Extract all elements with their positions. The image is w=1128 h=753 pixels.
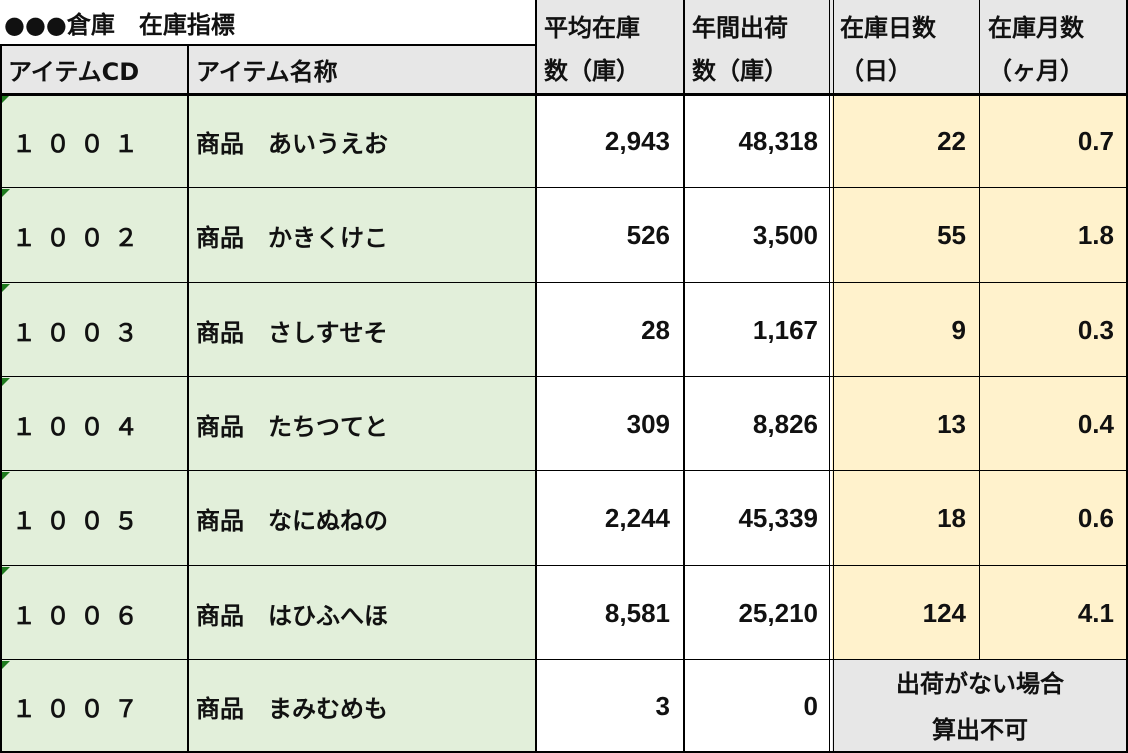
table-row-2-stock-days[interactable]: 55 <box>832 188 980 283</box>
header-item-code-label: アイテムCD <box>8 58 140 86</box>
table-row-5-name[interactable]: 商品 なにぬねの <box>188 471 536 566</box>
grid-line <box>833 0 834 753</box>
table-row-7-name[interactable]: 商品 まみむめも <box>188 660 536 753</box>
grid-line <box>979 0 980 660</box>
header-stock-days[interactable]: 在庫日数 （日） <box>832 0 980 94</box>
grid-line <box>0 44 536 46</box>
table-row-4-stock-months[interactable]: 0.4 <box>980 377 1128 471</box>
cell-code: １００６ <box>12 601 148 630</box>
cell-code: １００５ <box>12 507 148 535</box>
table-row-3-annual-shipments[interactable]: 1,167 <box>752 314 818 345</box>
table-row-6-avg-stock[interactable]: 8,581 <box>604 597 670 628</box>
header-stock-months[interactable]: 在庫月数 （ヶ月） <box>980 0 1128 94</box>
grid-line <box>0 470 1128 471</box>
grid-line <box>0 93 1128 96</box>
table-row-1-stock-days[interactable]: 22 <box>832 94 980 188</box>
header-annual-shipments-line2: 数（庫） <box>692 57 788 85</box>
table-row-6-stock-days[interactable]: 124 <box>832 566 980 660</box>
table-row-3-name[interactable]: 商品 さしすせそ <box>188 283 536 377</box>
header-annual-shipments-line1: 年間出荷 <box>692 14 788 42</box>
table-row-6-annual-shipments[interactable]: 25,210 <box>738 597 818 628</box>
table-row-1-stock-months[interactable]: 0.7 <box>980 94 1128 188</box>
table-row-5-avg-stock[interactable]: 2,244 <box>604 503 670 533</box>
table-row-2-avg-stock[interactable]: 526 <box>626 220 670 250</box>
table-row-5-annual-shipments[interactable]: 45,339 <box>738 503 818 533</box>
table-row-5-code[interactable]: １００５ <box>0 471 188 566</box>
table-row-2-name[interactable]: 商品 かきくけこ <box>188 188 536 283</box>
comment-marker-icon <box>1 472 10 481</box>
cell-code: １００３ <box>12 318 148 347</box>
table-row-4-code[interactable]: １００４ <box>0 377 188 471</box>
header-stock-months-line1: 在庫月数 <box>988 14 1084 42</box>
table-row-7-code[interactable]: １００７ <box>0 660 188 753</box>
table-row-6-stock-months[interactable]: 4.1 <box>980 566 1128 660</box>
header-avg-stock-line1: 平均在庫 <box>544 14 640 42</box>
grid-line <box>535 0 537 753</box>
grid-line <box>829 0 830 753</box>
cell-code: １００２ <box>12 224 148 252</box>
cell-code: １００４ <box>12 412 148 441</box>
table-row-4-name[interactable]: 商品 たちつてと <box>188 377 536 471</box>
comment-marker-icon <box>1 661 10 670</box>
comment-marker-icon <box>1 284 10 293</box>
comment-marker-icon <box>1 95 10 104</box>
header-stock-days-line2: （日） <box>840 57 912 85</box>
table-row-4-annual-shipments[interactable]: 8,826 <box>752 408 818 439</box>
grid-line <box>0 376 1128 377</box>
not-computable-line2: 算出不可 <box>932 715 1028 744</box>
table-row-5-stock-days[interactable]: 18 <box>832 471 980 566</box>
table-row-5-stock-months[interactable]: 0.6 <box>980 471 1128 566</box>
table-row-6-name[interactable]: 商品 はひふへほ <box>188 566 536 660</box>
table-row-3-avg-stock[interactable]: 28 <box>641 314 670 345</box>
header-stock-months-line2: （ヶ月） <box>988 57 1084 85</box>
grid-line <box>0 45 2 753</box>
table-row-4-stock-days[interactable]: 13 <box>832 377 980 471</box>
header-annual-shipments[interactable]: 年間出荷 数（庫） <box>684 0 832 94</box>
grid-line <box>0 565 1128 566</box>
table-row-1-code[interactable]: １００１ <box>0 94 188 188</box>
table-row-7-annual-shipments[interactable]: 0 <box>803 691 818 721</box>
table-row-1-annual-shipments[interactable]: 48,318 <box>738 125 818 156</box>
table-row-7-not-computable[interactable]: 出荷がない場合 算出不可 <box>832 660 1128 753</box>
table-row-7-avg-stock[interactable]: 3 <box>655 691 670 721</box>
table-row-3-stock-days[interactable]: 9 <box>832 283 980 377</box>
header-avg-stock[interactable]: 平均在庫 数（庫） <box>536 0 684 94</box>
grid-line <box>0 187 1128 188</box>
comment-marker-icon <box>1 378 10 387</box>
cell-code: １００１ <box>12 129 148 158</box>
table-row-2-stock-months[interactable]: 1.8 <box>980 188 1128 283</box>
table-row-4-avg-stock[interactable]: 309 <box>626 408 670 439</box>
header-item-name[interactable]: アイテム名称 <box>188 45 536 94</box>
grid-line <box>1126 0 1128 753</box>
table-row-1-avg-stock[interactable]: 2,943 <box>604 125 670 156</box>
grid-line <box>187 45 189 753</box>
table-row-1-name[interactable]: 商品 あいうえお <box>188 94 536 188</box>
table-row-6-code[interactable]: １００６ <box>0 566 188 660</box>
sheet-title[interactable]: ●●●倉庫 在庫指標 <box>4 11 235 39</box>
table-row-2-code[interactable]: １００２ <box>0 188 188 283</box>
not-computable-line1: 出荷がない場合 <box>896 669 1064 698</box>
comment-marker-icon <box>1 567 10 576</box>
table-row-3-code[interactable]: １００３ <box>0 283 188 377</box>
grid-line <box>683 0 685 753</box>
grid-line <box>0 659 1128 660</box>
grid-line <box>0 282 1128 283</box>
comment-marker-icon <box>1 189 10 198</box>
table-row-3-stock-months[interactable]: 0.3 <box>980 283 1128 377</box>
header-stock-days-line1: 在庫日数 <box>840 14 936 42</box>
grid-line <box>0 751 1128 753</box>
header-item-code[interactable]: アイテムCD <box>0 45 188 94</box>
table-row-2-annual-shipments[interactable]: 3,500 <box>752 220 818 250</box>
cell-code: １００７ <box>12 695 148 723</box>
header-avg-stock-line2: 数（庫） <box>544 57 640 85</box>
header-item-name-label: アイテム名称 <box>196 58 338 86</box>
